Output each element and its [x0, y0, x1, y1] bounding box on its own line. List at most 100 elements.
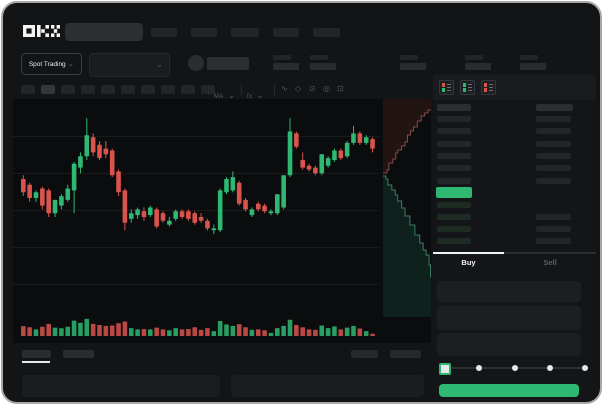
- nav-item-placeholder[interactable]: [191, 28, 217, 37]
- candle-body: [363, 137, 369, 143]
- slider-stop[interactable]: [511, 365, 518, 371]
- volume-bar: [325, 328, 331, 336]
- volume-bar: [300, 327, 305, 336]
- order-book[interactable]: [433, 100, 596, 250]
- last-price-bar[interactable]: [436, 187, 472, 198]
- book-view-bids[interactable]: [460, 80, 475, 95]
- volume-bar: [186, 328, 191, 336]
- candle-body: [27, 184, 32, 198]
- candle-body: [90, 137, 96, 153]
- candle-body: [357, 133, 363, 143]
- timeframe-button[interactable]: [21, 85, 35, 94]
- nav-item-placeholder[interactable]: [231, 28, 259, 37]
- pair-selector[interactable]: ⌄: [89, 53, 170, 77]
- tab-buy[interactable]: Buy: [461, 258, 476, 267]
- candle-body: [287, 131, 293, 176]
- book-view-asks[interactable]: [481, 80, 496, 95]
- amount-percent-slider[interactable]: [439, 363, 588, 375]
- bottom-action-placeholder[interactable]: [390, 350, 421, 358]
- candle-body: [52, 199, 58, 214]
- candle-body: [59, 196, 64, 206]
- bottom-action-placeholder[interactable]: [351, 350, 378, 358]
- overlay-dropdown[interactable]: fx ⌄: [247, 85, 263, 103]
- bid-price-placeholder[interactable]: [437, 202, 471, 208]
- tab-track: [433, 252, 596, 254]
- book-view-both[interactable]: [439, 80, 454, 95]
- volume-bar: [338, 329, 344, 336]
- candle-body: [33, 192, 39, 198]
- timeframe-button[interactable]: [181, 85, 195, 94]
- ask-price-placeholder[interactable]: [437, 177, 471, 184]
- indicator-dropdown[interactable]: MA ⌄: [214, 85, 235, 103]
- slider-stop[interactable]: [546, 365, 553, 371]
- market-type-selector[interactable]: Spot Trading ⌄: [21, 53, 82, 75]
- orders-panel-placeholder: [22, 375, 220, 397]
- ask-price-placeholder[interactable]: [437, 152, 471, 159]
- amount-input[interactable]: [437, 306, 581, 330]
- slider-stop[interactable]: [582, 365, 588, 371]
- volume-bar: [65, 326, 71, 336]
- ask-price-placeholder[interactable]: [437, 116, 471, 122]
- wave-tool-icon[interactable]: ∿: [281, 84, 288, 93]
- bottom-tab-placeholder[interactable]: [63, 350, 94, 358]
- bottom-tab-placeholder[interactable]: [22, 350, 51, 358]
- ask-price-placeholder[interactable]: [437, 128, 471, 135]
- volume-bar: [154, 327, 159, 336]
- timeframe-button[interactable]: [121, 85, 135, 94]
- volume-bar: [21, 326, 26, 336]
- okx-logo[interactable]: [23, 25, 60, 38]
- timeframe-button[interactable]: [101, 85, 115, 94]
- timeframe-button[interactable]: [41, 85, 55, 94]
- ask-price-placeholder[interactable]: [437, 140, 471, 147]
- volume-bar: [217, 321, 223, 336]
- bid-amount-placeholder: [536, 226, 571, 232]
- price-chart[interactable]: [13, 98, 433, 343]
- nav-item-placeholder[interactable]: [151, 28, 177, 37]
- candle-body: [351, 133, 356, 143]
- overlay-label: fx: [247, 94, 253, 100]
- volume-bar: [179, 329, 185, 336]
- ask-price-placeholder[interactable]: [437, 165, 471, 172]
- candle-body: [255, 203, 261, 210]
- settings-icon[interactable]: ◎: [323, 84, 330, 93]
- stat-value-placeholder: [465, 63, 491, 70]
- price-input[interactable]: [437, 281, 581, 302]
- timeframe-button[interactable]: [141, 85, 155, 94]
- stat-label-placeholder: [310, 55, 328, 60]
- bid-price-placeholder[interactable]: [437, 214, 471, 220]
- volume-bar: [268, 332, 274, 336]
- slider-stop[interactable]: [476, 365, 483, 371]
- candle-body: [192, 213, 198, 223]
- nav-item-placeholder[interactable]: [273, 28, 299, 37]
- timeframe-button[interactable]: [81, 85, 95, 94]
- tag-tool-icon[interactable]: ◇: [295, 84, 302, 93]
- volume-bar: [46, 323, 51, 336]
- volume-bar: [40, 326, 45, 336]
- timeframe-button[interactable]: [161, 85, 175, 94]
- bid-price-placeholder[interactable]: [437, 226, 471, 232]
- fullscreen-icon[interactable]: ⊡: [337, 84, 344, 93]
- timeframe-button[interactable]: [61, 85, 75, 94]
- buy-submit-button[interactable]: [439, 384, 579, 397]
- volume-bar: [313, 329, 318, 336]
- volume-bar: [167, 330, 172, 336]
- bottom-active-tab-underline: [22, 361, 50, 363]
- camera-icon[interactable]: ⊙: [309, 84, 316, 93]
- candle-body: [300, 160, 305, 168]
- candle-body: [65, 188, 71, 200]
- total-input[interactable]: [437, 333, 581, 356]
- search-input[interactable]: [65, 23, 143, 41]
- volume-bar: [160, 329, 166, 336]
- candle-body: [249, 209, 255, 216]
- volume-bar: [243, 327, 248, 336]
- volume-bar: [281, 325, 286, 336]
- bid-price-placeholder[interactable]: [437, 238, 471, 244]
- stat-label-placeholder: [273, 55, 291, 60]
- nav-item-placeholder[interactable]: [313, 28, 340, 37]
- candle-body: [281, 175, 286, 208]
- depth-bids-area: [383, 176, 432, 317]
- tab-sell[interactable]: Sell: [543, 258, 557, 267]
- candle-body: [154, 209, 159, 227]
- slider-handle[interactable]: [439, 363, 451, 375]
- volume-bar: [255, 329, 261, 336]
